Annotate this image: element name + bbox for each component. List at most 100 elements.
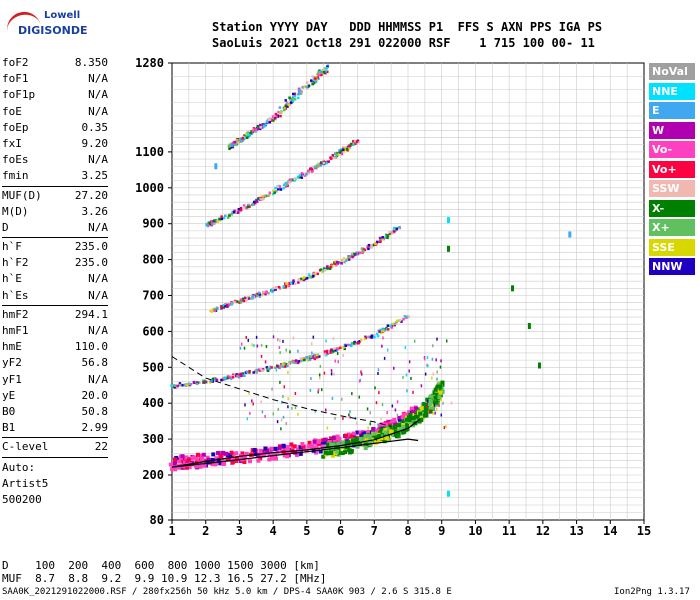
- echo-mark: [372, 431, 377, 436]
- echo-mark: [252, 127, 256, 130]
- y-tick-label: 600: [142, 324, 164, 338]
- echo-mark: [358, 436, 363, 441]
- echo-mark: [343, 146, 346, 150]
- echo-mark: [282, 183, 286, 187]
- echo-mark: [329, 265, 332, 269]
- echo-mark: [300, 176, 304, 179]
- echo-mark: [220, 378, 223, 382]
- legend-item-vo: Vo-: [649, 141, 695, 158]
- echo-mark: [248, 459, 253, 464]
- echo-mark: [334, 349, 337, 352]
- echo-mark: [386, 433, 391, 438]
- echo-mark: [297, 90, 301, 93]
- echo-mark: [445, 425, 447, 429]
- echo-mark: [311, 351, 313, 355]
- model-curve: [171, 418, 421, 468]
- echo-mark: [316, 76, 320, 79]
- param-value: N/A: [88, 324, 108, 337]
- echo-mark: [340, 152, 344, 156]
- header-row2: SaoLuis 2021 Oct18 291 022000 RSF 1 715 …: [212, 36, 595, 50]
- echo-mark: [272, 189, 276, 193]
- echo-mark: [435, 398, 440, 403]
- echo-mark: [258, 293, 262, 296]
- x-tick-label: 14: [603, 524, 617, 538]
- echo-mark: [206, 221, 210, 225]
- echo-mark: [349, 434, 354, 439]
- echo-mark: [303, 277, 307, 281]
- echo-mark: [362, 249, 365, 253]
- echo-mark: [181, 384, 184, 387]
- echo-mark: [288, 96, 291, 99]
- echo-mark: [303, 174, 307, 177]
- echo-mark: [224, 305, 227, 308]
- echo-mark: [337, 439, 342, 444]
- echo-mark: [215, 461, 220, 466]
- echo-mark: [355, 444, 360, 449]
- echo-mark: [243, 134, 246, 137]
- echo-mark: [205, 223, 209, 227]
- echo-mark: [336, 442, 341, 447]
- echo-mark: [185, 383, 188, 387]
- echo-mark: [336, 153, 340, 156]
- echo-mark: [428, 406, 433, 411]
- echo-mark: [239, 138, 243, 141]
- echo-mark: [293, 92, 297, 96]
- param-key: D: [2, 220, 9, 234]
- param-row: foEs N/A: [2, 152, 108, 168]
- param-row: hmF2 294.1: [2, 307, 108, 323]
- echo-mark: [282, 285, 285, 288]
- echo-mark: [359, 338, 363, 342]
- echo-mark: [295, 452, 300, 457]
- echo-mark: [323, 371, 326, 375]
- y-tick-label: 500: [142, 360, 164, 374]
- echo-mark: [287, 103, 291, 107]
- echo-mark: [395, 319, 399, 323]
- lowell-digisonde-logo: Lowell DIGISONDE: [3, 6, 87, 46]
- echo-mark: [275, 190, 278, 193]
- param-row: hmF1 N/A: [2, 323, 108, 339]
- echo-mark: [385, 426, 390, 431]
- echo-mark: [228, 143, 232, 146]
- echo-mark: [243, 206, 246, 209]
- echo-mark: [230, 213, 233, 216]
- echo-mark: [349, 415, 351, 419]
- echo-mark: [300, 442, 305, 447]
- echo-mark: [325, 161, 329, 165]
- echo-mark: [353, 252, 356, 256]
- legend-item-w: W: [649, 121, 695, 139]
- echo-mark: [292, 280, 295, 284]
- echo-mark: [172, 457, 177, 462]
- echo-mark: [267, 452, 272, 457]
- echo-mark: [381, 236, 384, 239]
- echo-mark: [313, 272, 316, 276]
- echo-mark: [293, 95, 297, 98]
- echo-mark: [214, 456, 219, 461]
- echo-mark: [445, 339, 448, 343]
- echo-mark: [312, 439, 317, 444]
- param-key: h`F: [2, 240, 22, 254]
- y-tick-label: 1280: [135, 56, 164, 70]
- echo-mark: [244, 451, 249, 456]
- echo-mark: [405, 423, 410, 428]
- autoscaling-info: Auto: Artist5 500200: [2, 460, 108, 508]
- echo-mark: [427, 401, 432, 406]
- param-separator: [2, 437, 108, 439]
- legend-item-vo: Vo+: [649, 160, 695, 178]
- echo-mark: [342, 353, 345, 357]
- echo-mark: [248, 371, 251, 374]
- x-tick-label: 13: [569, 524, 583, 538]
- echo-mark: [326, 352, 329, 355]
- echo-mark: [375, 401, 378, 405]
- echo-mark: [329, 451, 334, 456]
- echo-mark: [239, 346, 242, 350]
- echo-mark: [218, 454, 223, 459]
- echo-mark: [275, 368, 278, 372]
- echo-mark: [374, 242, 377, 246]
- echo-mark: [316, 439, 321, 444]
- echo-mark: [423, 357, 426, 361]
- echo-mark: [381, 327, 384, 331]
- echo-mark: [377, 430, 382, 435]
- echo-mark: [287, 284, 291, 288]
- echo-mark: [312, 81, 316, 85]
- echo-mark: [228, 147, 231, 151]
